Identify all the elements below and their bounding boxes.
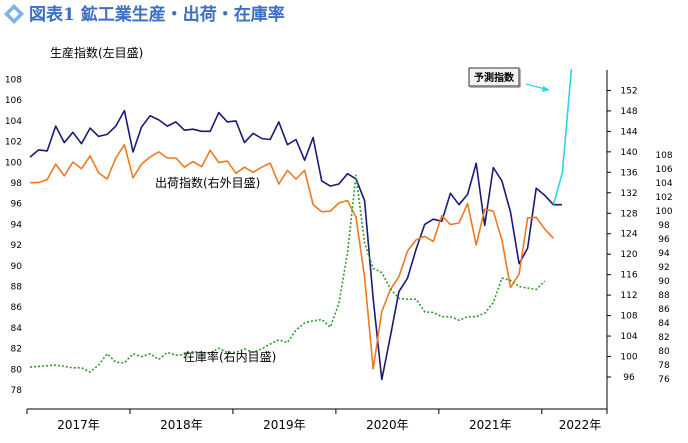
left-tick-label: 108 — [5, 76, 22, 86]
x-tick-label: 2018年 — [160, 418, 203, 432]
right-outer-tick-label: 116 — [620, 271, 637, 281]
right-inner-tick-label: 106 — [655, 165, 672, 175]
right-inner-tick-label: 100 — [655, 207, 672, 217]
x-tick-label: 2020年 — [366, 418, 409, 432]
left-tick-label: 90 — [11, 262, 23, 272]
right-outer-tick-label: 140 — [620, 148, 637, 158]
x-axis-labels: 2017年 2018年 2019年 2020年 2021年 2022年 — [57, 418, 601, 432]
left-tick-label: 80 — [11, 365, 23, 375]
forecast-arrow — [525, 83, 550, 92]
right-inner-tick-label: 98 — [658, 221, 670, 231]
x-tick-label: 2022年 — [559, 418, 602, 432]
left-tick-label: 88 — [11, 283, 23, 293]
right-inner-tick-label: 92 — [658, 263, 669, 273]
right-outer-tick-label: 152 — [620, 86, 637, 96]
right-inner-tick-label: 94 — [658, 249, 670, 259]
right-outer-tick-label: 124 — [620, 230, 637, 240]
right-outer-tick-label: 148 — [620, 107, 637, 117]
title-group: 図表1 鉱工業生産・出荷・在庫率 — [4, 4, 285, 25]
left-tick-label: 98 — [11, 179, 23, 189]
x-tick-label: 2021年 — [469, 418, 512, 432]
left-tick-label: 100 — [5, 158, 22, 168]
right-outer-tick-label: 132 — [620, 189, 637, 199]
x-tick-label: 2019年 — [263, 418, 306, 432]
right-outer-tick-label: 136 — [620, 168, 637, 178]
series-line — [29, 174, 546, 373]
right-inner-tick-label: 76 — [658, 375, 670, 385]
right-inner-tick-label: 80 — [658, 347, 670, 357]
left-tick-label: 104 — [5, 117, 22, 127]
x-tick-marks — [26, 409, 608, 414]
left-tick-label: 82 — [11, 345, 22, 355]
forecast-badge: 予測指数 — [468, 67, 521, 88]
right-outer-tick-label: 104 — [620, 332, 637, 342]
right-outer-tick-label: 128 — [620, 209, 637, 219]
left-tick-label: 78 — [11, 386, 23, 396]
right-inner-tick-label: 102 — [655, 193, 672, 203]
series-line — [552, 69, 573, 205]
label-production: 生産指数(左目盛) — [50, 45, 143, 60]
left-tick-label: 102 — [5, 138, 22, 148]
right-inner-tick-label: 84 — [658, 319, 670, 329]
right-inner-tick-label: 86 — [658, 305, 670, 315]
left-axis-ticks: 78 80 82 84 86 88 90 92 94 96 98 100 102 104 106 108 — [5, 76, 22, 397]
right-outer-tick-label: 100 — [620, 353, 637, 363]
right-outer-tick-label: 120 — [620, 250, 637, 260]
right-inner-tick-label: 88 — [658, 291, 670, 301]
left-tick-label: 94 — [11, 220, 23, 230]
chart-title: 図表1 鉱工業生産・出荷・在庫率 — [29, 4, 285, 25]
right-outer-tick-label: 96 — [623, 373, 635, 383]
left-tick-label: 106 — [5, 96, 22, 106]
right-outer-tick-label: 112 — [620, 291, 637, 301]
right-inner-axis-ticks: 76 78 80 82 84 86 88 90 92 94 96 98 100 102 104 106 108 — [655, 151, 672, 385]
right-outer-tick-label: 144 — [620, 127, 637, 137]
x-tick-label: 2017年 — [57, 418, 100, 432]
left-tick-label: 96 — [11, 200, 23, 210]
right-inner-tick-label: 104 — [655, 179, 672, 189]
forecast-badge-label: 予測指数 — [474, 71, 515, 84]
right-outer-tick-label: 108 — [620, 312, 637, 322]
series-layer — [29, 69, 573, 381]
left-tick-label: 86 — [11, 303, 23, 313]
label-inventory: 在庫率(右内目盛) — [183, 349, 276, 364]
right-inner-tick-label: 96 — [658, 235, 670, 245]
left-tick-label: 84 — [11, 324, 23, 334]
left-tick-label: 92 — [11, 241, 22, 251]
label-shipment: 出荷指数(右外目盛) — [155, 175, 260, 190]
series-line — [29, 109, 562, 381]
series-line — [30, 143, 554, 370]
right-inner-tick-label: 108 — [655, 151, 672, 161]
right-inner-tick-label: 78 — [658, 361, 670, 371]
right-inner-tick-label: 82 — [658, 333, 669, 343]
right-outer-axis-ticks: 96 100 104 108 112 116 120 124 128 132 136 140 144 14… — [607, 86, 638, 383]
diamond-icon — [4, 4, 24, 24]
right-inner-tick-label: 90 — [658, 277, 670, 287]
